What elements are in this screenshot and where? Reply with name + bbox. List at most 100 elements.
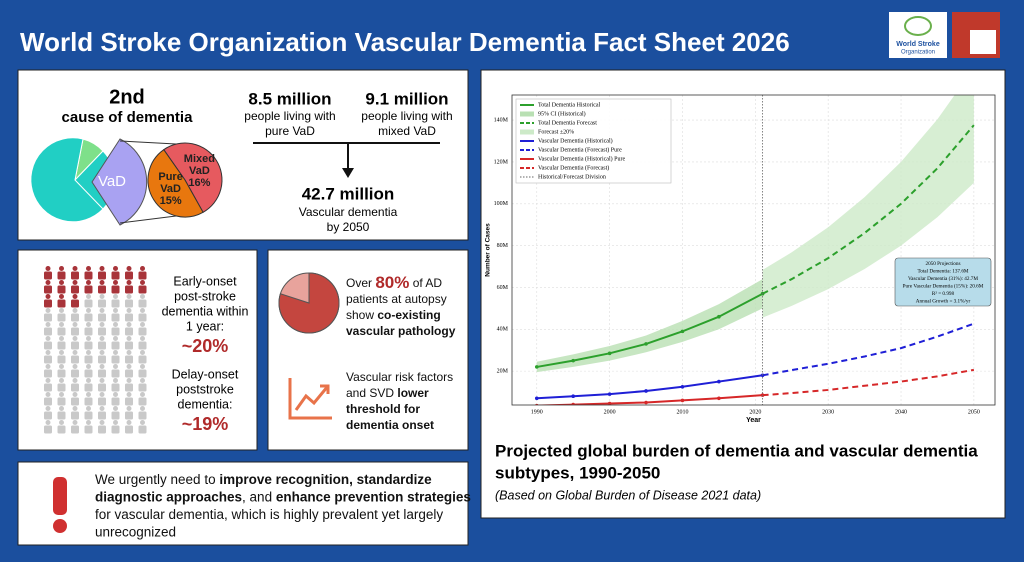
icon-head xyxy=(140,266,145,271)
icon-body xyxy=(44,355,52,364)
person-icon xyxy=(138,294,147,308)
person-icon xyxy=(138,364,147,378)
icon-head xyxy=(45,392,51,397)
icon-body xyxy=(125,299,133,308)
person-icon xyxy=(44,322,52,336)
icon-head xyxy=(59,308,64,313)
person-icon xyxy=(98,364,106,378)
icon-body xyxy=(138,299,147,308)
icon-body xyxy=(84,425,93,434)
icon-head xyxy=(45,364,51,369)
pie-label: VaD xyxy=(98,173,126,190)
confidence-band xyxy=(762,95,974,318)
icon-body xyxy=(138,355,147,364)
person-icon xyxy=(125,350,133,364)
person-icon-highlight xyxy=(84,266,93,280)
person-icon-highlight xyxy=(125,266,133,280)
subpie-label: Pure xyxy=(158,171,182,183)
text-line: and SVD lower xyxy=(346,386,429,400)
person-icon xyxy=(138,406,147,420)
icon-head xyxy=(59,336,64,341)
rank-caption: cause of dementia xyxy=(62,109,194,126)
icon-body xyxy=(125,341,133,350)
icon-body xyxy=(111,397,120,406)
icon-body xyxy=(57,327,66,336)
annotation-line: R² = 0.998 xyxy=(932,291,955,297)
icon-body xyxy=(98,397,106,406)
icon-head xyxy=(99,336,105,341)
icon-body xyxy=(111,383,120,392)
icon-head xyxy=(113,406,118,411)
icon-head xyxy=(45,294,51,299)
icon-head xyxy=(86,364,91,369)
person-icon xyxy=(44,392,52,406)
icon-head xyxy=(45,322,51,327)
person-icon xyxy=(111,322,120,336)
legend-swatch xyxy=(520,111,534,117)
person-icon-highlight xyxy=(98,266,106,280)
icon-body xyxy=(98,285,106,294)
icon-body xyxy=(98,299,106,308)
icon-head xyxy=(99,406,105,411)
y-tick-label: 120M xyxy=(494,159,509,165)
icon-body xyxy=(44,341,52,350)
x-tick-label: 1990 xyxy=(531,409,543,415)
stat-figure: 8.5 million xyxy=(248,89,331,108)
icon-body xyxy=(125,271,133,280)
icon-head xyxy=(99,294,105,299)
icon-body xyxy=(125,327,133,336)
person-icon-highlight xyxy=(44,280,52,294)
y-tick-label: 100M xyxy=(494,201,509,207)
icon-body xyxy=(138,271,147,280)
icon-head xyxy=(45,406,51,411)
icon-body xyxy=(138,313,147,322)
icon-head xyxy=(126,308,132,313)
person-icon xyxy=(138,392,147,406)
icon-body xyxy=(44,397,52,406)
icon-head xyxy=(113,420,118,425)
person-icon xyxy=(44,350,52,364)
annotation-line: Pure Vascular Dementia (15%): 20.6M xyxy=(903,283,984,290)
text-segment: , and xyxy=(242,489,276,504)
series-point xyxy=(717,396,721,401)
y-tick-label: 80M xyxy=(497,243,509,249)
icon-body xyxy=(125,355,133,364)
icon-body xyxy=(71,313,79,322)
icon-body xyxy=(111,271,120,280)
icon-head xyxy=(45,336,51,341)
person-icon xyxy=(84,420,93,434)
logo-mark xyxy=(904,16,932,36)
icon-head xyxy=(59,406,64,411)
legend-label: 95% CI (Historical) xyxy=(538,110,586,117)
icon-head xyxy=(86,420,91,425)
series-point xyxy=(644,389,648,393)
person-icon-highlight xyxy=(71,266,79,280)
subpie-label: VaD xyxy=(160,183,181,195)
person-icon xyxy=(98,392,106,406)
person-icon xyxy=(84,322,93,336)
icon-head xyxy=(113,378,118,383)
icon-body xyxy=(138,425,147,434)
icon-body xyxy=(138,411,147,420)
person-icon-highlight xyxy=(111,280,120,294)
person-icon xyxy=(125,336,133,350)
icon-head xyxy=(140,308,145,313)
icon-head xyxy=(72,336,78,341)
person-icon xyxy=(84,406,93,420)
text-line: threshold for xyxy=(346,402,420,416)
chart-source: (Based on Global Burden of Disease 2021 … xyxy=(495,488,761,502)
icon-head xyxy=(72,378,78,383)
text-segment: 80% xyxy=(375,273,409,292)
icon-body xyxy=(44,383,52,392)
text-segment: enhance prevention strategies xyxy=(276,489,471,504)
person-icon xyxy=(57,350,66,364)
icon-body xyxy=(111,355,120,364)
icon-body xyxy=(71,327,79,336)
series-point xyxy=(644,400,648,405)
icon-head xyxy=(99,322,105,327)
icon-body xyxy=(138,397,147,406)
icon-body xyxy=(57,299,66,308)
icon-body xyxy=(44,425,52,434)
icon-axis xyxy=(288,378,332,420)
